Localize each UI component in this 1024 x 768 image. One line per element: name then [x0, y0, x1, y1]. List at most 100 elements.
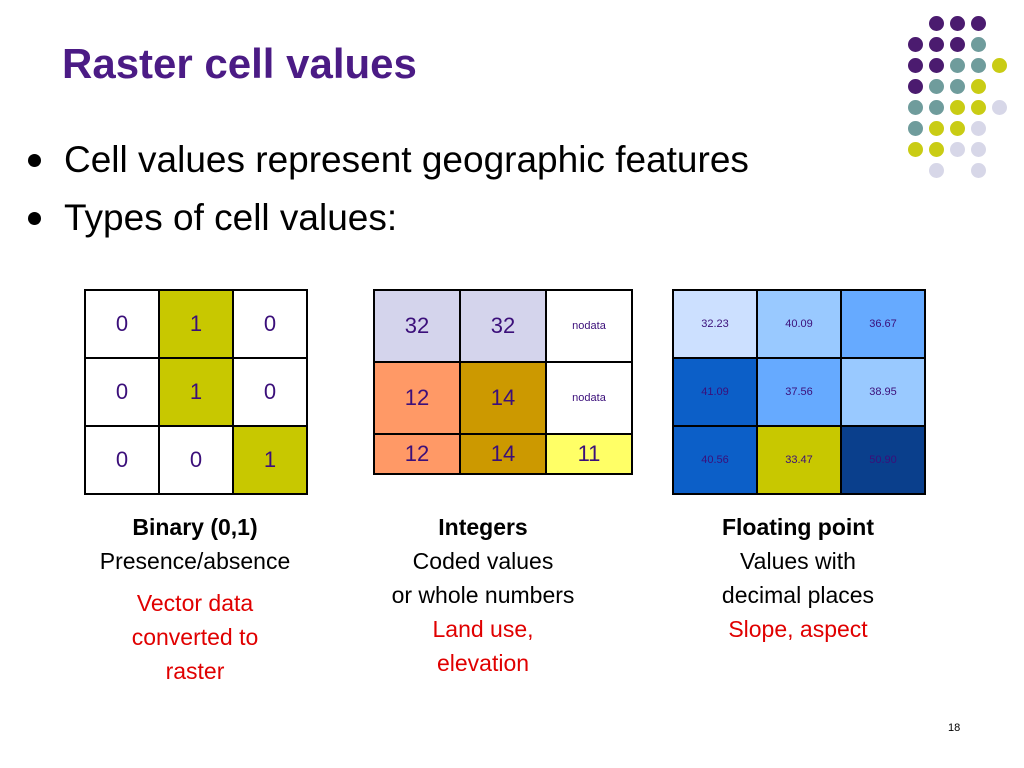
grid-cell: 38.95 — [840, 357, 926, 427]
decorative-dot — [971, 58, 986, 73]
float-caption-heading: Floating point — [721, 514, 874, 540]
grid-row: 12 14 11 — [373, 433, 633, 475]
integer-caption-description: Coded values — [412, 548, 554, 574]
grid-cell: 0 — [158, 425, 234, 495]
bullet-dot-icon — [28, 154, 41, 167]
decorative-dot — [908, 37, 923, 52]
grid-cell: 14 — [459, 361, 547, 435]
bullet-text: Cell values represent geographic feature… — [64, 139, 749, 180]
decorative-dot — [950, 16, 965, 31]
decorative-dot — [950, 37, 965, 52]
example-line: raster — [165, 658, 225, 684]
decorative-dot — [971, 79, 986, 94]
decorative-dot — [950, 58, 965, 73]
decorative-dot — [992, 58, 1007, 73]
grid-cell: 32.23 — [672, 289, 758, 359]
grid-cell: 41.09 — [672, 357, 758, 427]
float-raster-grid: 32.23 40.09 36.67 41.09 37.56 38.95 40.56 33.47… — [672, 289, 926, 495]
example-line: Slope, aspect — [728, 616, 868, 642]
integer-caption-heading: Integers — [438, 514, 528, 540]
grid-cell: 37.56 — [756, 357, 842, 427]
decorative-dot — [950, 100, 965, 115]
decorative-dot-pattern — [0, 0, 1024, 180]
decorative-dot — [929, 142, 944, 157]
binary-caption-description: Presence/absence — [99, 548, 291, 574]
bullet-dot-icon — [28, 212, 41, 225]
decorative-dot — [992, 100, 1007, 115]
decorative-dot — [929, 100, 944, 115]
binary-caption-example: Vector data converted to raster — [60, 586, 330, 688]
float-caption-description: Values with — [740, 548, 856, 574]
decorative-dot — [929, 58, 944, 73]
grid-cell: 0 — [84, 425, 160, 495]
integer-raster-grid: 32 32 nodata 12 14 nodata 12 14 11 — [373, 289, 633, 475]
grid-cell: 0 — [232, 357, 308, 427]
decorative-dot — [950, 121, 965, 136]
bullet-item: Cell values represent geographic feature… — [28, 138, 749, 196]
bullet-list: Cell values represent geographic feature… — [28, 138, 749, 254]
grid-cell: 12 — [373, 433, 461, 475]
grid-cell: 0 — [232, 289, 308, 359]
grid-cell: 36.67 — [840, 289, 926, 359]
example-line: Vector data — [136, 590, 254, 616]
grid-cell: 11 — [545, 433, 633, 475]
grid-cell: 32 — [373, 289, 461, 363]
decorative-dot — [908, 121, 923, 136]
decorative-dot — [950, 79, 965, 94]
slide-number: 18 — [948, 722, 961, 734]
grid-cell: 40.56 — [672, 425, 758, 495]
grid-cell: 1 — [232, 425, 308, 495]
decorative-dot — [908, 79, 923, 94]
grid-cell: 0 — [84, 357, 160, 427]
integer-caption: Integers Coded values or whole numbers L… — [348, 510, 618, 680]
float-caption-description: decimal places — [721, 582, 875, 608]
binary-caption-heading: Binary (0,1) — [132, 514, 258, 540]
grid-cell: 40.09 — [756, 289, 842, 359]
grid-cell: 32 — [459, 289, 547, 363]
slide-title: Raster cell values — [62, 40, 417, 87]
grid-cell: 50.90 — [840, 425, 926, 495]
decorative-dot — [971, 37, 986, 52]
grid-row: 12 14 nodata — [373, 361, 633, 435]
grid-cell: 0 — [84, 289, 160, 359]
decorative-dot — [971, 16, 986, 31]
example-line: Land use, — [432, 616, 534, 642]
binary-caption: Binary (0,1) Presence/absence Vector dat… — [60, 510, 330, 688]
decorative-dot — [929, 79, 944, 94]
grid-cell: 12 — [373, 361, 461, 435]
decorative-dot — [908, 142, 923, 157]
bullet-text: Types of cell values: — [64, 197, 398, 238]
decorative-dot — [929, 16, 944, 31]
integer-caption-example: Land use, elevation — [348, 612, 618, 680]
integer-caption-description: or whole numbers — [391, 582, 575, 608]
grid-row: 40.56 33.47 50.90 — [672, 425, 926, 495]
decorative-dot — [971, 163, 986, 178]
decorative-dot — [929, 163, 944, 178]
grid-cell: nodata — [545, 361, 633, 435]
decorative-dot — [929, 121, 944, 136]
grid-cell: nodata — [545, 289, 633, 363]
float-caption: Floating point Values with decimal place… — [668, 510, 928, 646]
decorative-dot — [908, 100, 923, 115]
decorative-dot — [971, 142, 986, 157]
example-line: converted to — [131, 624, 259, 650]
decorative-dot — [908, 58, 923, 73]
grid-row: 32 32 nodata — [373, 289, 633, 363]
float-caption-example: Slope, aspect — [668, 612, 928, 646]
bullet-item: Types of cell values: — [28, 196, 749, 254]
decorative-dot — [929, 37, 944, 52]
example-line: elevation — [436, 650, 530, 676]
decorative-dot — [971, 100, 986, 115]
grid-cell: 33.47 — [756, 425, 842, 495]
decorative-dot — [950, 142, 965, 157]
grid-cell: 1 — [158, 357, 234, 427]
grid-row: 32.23 40.09 36.67 — [672, 289, 926, 359]
grid-cell: 1 — [158, 289, 234, 359]
decorative-dot — [971, 121, 986, 136]
grid-row: 41.09 37.56 38.95 — [672, 357, 926, 427]
grid-cell: 14 — [459, 433, 547, 475]
